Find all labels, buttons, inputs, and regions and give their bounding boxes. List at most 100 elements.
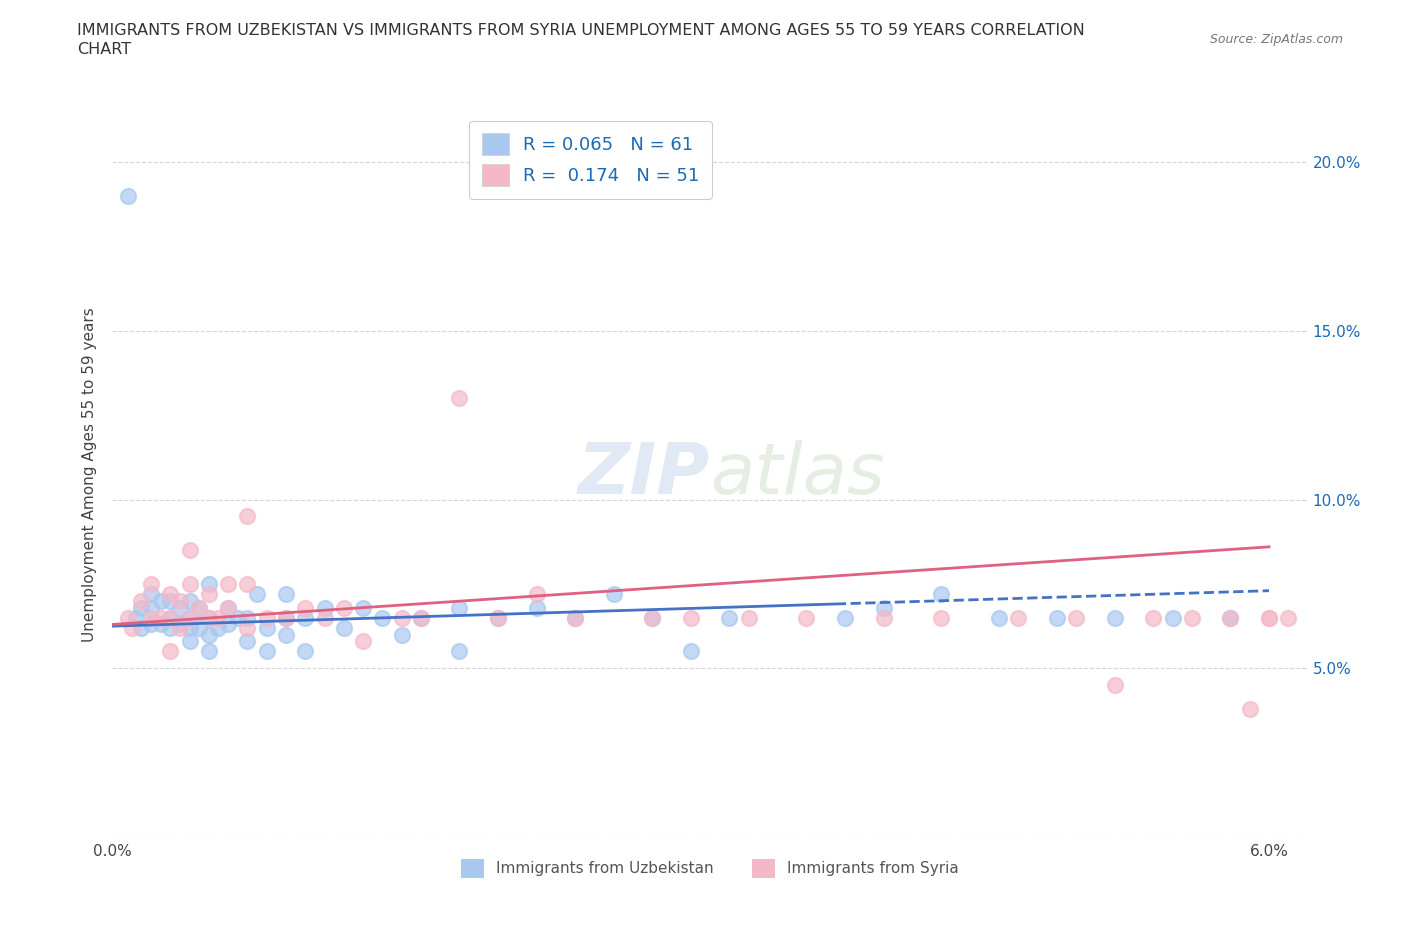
Point [179, 610, 201, 625]
Point [371, 610, 394, 625]
Point [988, 610, 1011, 625]
Point [1258, 610, 1281, 625]
Point [564, 610, 586, 625]
Point [256, 610, 278, 625]
Point [139, 610, 162, 625]
Point [236, 634, 259, 649]
Point [409, 610, 432, 625]
Point [198, 577, 221, 591]
Point [409, 610, 432, 625]
Point [179, 593, 201, 608]
Point [236, 610, 259, 625]
Point [207, 610, 229, 625]
Point [131, 593, 153, 608]
Point [131, 620, 153, 635]
Point [294, 644, 316, 658]
Point [217, 600, 239, 615]
Point [169, 593, 191, 608]
Point [217, 577, 239, 591]
Point [121, 620, 143, 635]
Point [333, 600, 356, 615]
Point [246, 587, 269, 602]
Point [236, 620, 259, 635]
Point [486, 610, 509, 625]
Point [139, 617, 162, 631]
Point [131, 600, 153, 615]
Point [486, 610, 509, 625]
Point [1064, 610, 1087, 625]
Point [179, 543, 201, 558]
Point [1007, 610, 1029, 625]
Point [1219, 610, 1241, 625]
Point [256, 644, 278, 658]
Point [169, 620, 191, 635]
Text: IMMIGRANTS FROM UZBEKISTAN VS IMMIGRANTS FROM SYRIA UNEMPLOYMENT AMONG AGES 55 T: IMMIGRANTS FROM UZBEKISTAN VS IMMIGRANTS… [77, 23, 1085, 38]
Point [124, 610, 146, 625]
Point [1104, 610, 1126, 625]
Point [274, 610, 297, 625]
Point [188, 600, 211, 615]
Point [179, 634, 201, 649]
Text: atlas: atlas [710, 440, 884, 509]
Point [159, 620, 181, 635]
Point [641, 610, 664, 625]
Point [236, 509, 259, 524]
Point [1104, 678, 1126, 693]
Point [449, 391, 471, 405]
Point [564, 610, 586, 625]
Point [169, 600, 191, 615]
Point [188, 620, 211, 635]
Point [179, 577, 201, 591]
Point [294, 600, 316, 615]
Point [737, 610, 759, 625]
Point [872, 600, 894, 615]
Point [159, 610, 181, 625]
Point [294, 610, 316, 625]
Text: ZIP: ZIP [578, 440, 710, 509]
Point [274, 610, 297, 625]
Point [159, 644, 181, 658]
Point [217, 600, 239, 615]
Point [1161, 610, 1184, 625]
Text: CHART: CHART [77, 42, 131, 57]
Point [679, 644, 702, 658]
Point [274, 587, 297, 602]
Point [198, 610, 221, 625]
Point [207, 620, 229, 635]
Point [1142, 610, 1164, 625]
Point [872, 610, 894, 625]
Point [1239, 701, 1261, 716]
Point [139, 600, 162, 615]
Point [796, 610, 818, 625]
Point [117, 189, 139, 204]
Point [641, 610, 664, 625]
Point [117, 610, 139, 625]
Point [1277, 610, 1299, 625]
Point [159, 587, 181, 602]
Point [391, 610, 413, 625]
Point [198, 587, 221, 602]
Point [333, 620, 356, 635]
Point [526, 600, 548, 615]
Point [179, 620, 201, 635]
Point [159, 593, 181, 608]
Text: Source: ZipAtlas.com: Source: ZipAtlas.com [1209, 33, 1343, 46]
Point [449, 644, 471, 658]
Point [236, 577, 259, 591]
Point [159, 610, 181, 625]
Point [314, 600, 336, 615]
Point [226, 610, 249, 625]
Point [256, 620, 278, 635]
Point [834, 610, 856, 625]
Point [391, 627, 413, 642]
Point [198, 610, 221, 625]
Point [217, 617, 239, 631]
Point [198, 627, 221, 642]
Point [1258, 610, 1281, 625]
Point [149, 617, 172, 631]
Point [188, 600, 211, 615]
Point [931, 587, 953, 602]
Point [352, 634, 374, 649]
Point [718, 610, 741, 625]
Point [274, 627, 297, 642]
